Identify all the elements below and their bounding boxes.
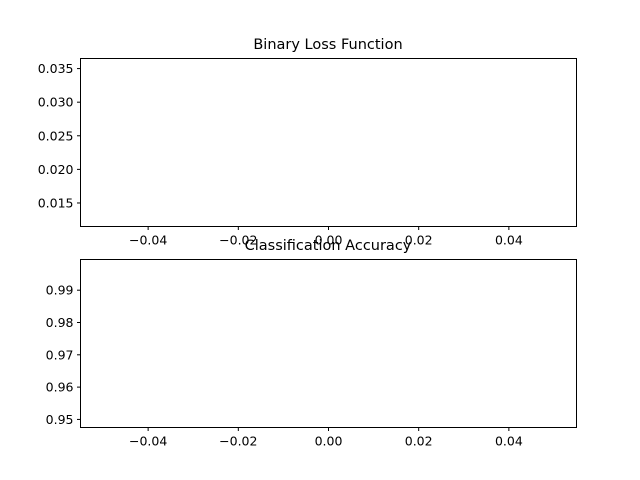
loss-x-tick-label: 0.02: [405, 233, 433, 248]
loss-y-tick-label: 0.030: [38, 95, 74, 110]
accuracy-x-tick-label: −0.04: [129, 434, 167, 449]
loss-x-tick-label: −0.04: [129, 233, 167, 248]
accuracy-ticks: −0.04 −0.02 0.00 0.02 0.04 0.95 0.96 0.97 0.98 0.…: [46, 283, 523, 449]
loss-subplot: Binary Loss Function −0.04 −0.02 0.00 0.02 0…: [38, 37, 577, 248]
accuracy-y-tick-label: 0.98: [46, 315, 74, 330]
accuracy-plot-area: [80, 259, 577, 428]
accuracy-subplot: −0.04 −0.02 0.00 0.02 0.04 0.95 0.96 0.97 0.98 0.…: [46, 238, 577, 449]
accuracy-title: Classification Accuracy: [245, 238, 412, 254]
loss-x-tick-label: 0.00: [315, 233, 343, 248]
accuracy-x-tick-label: 0.02: [405, 434, 433, 449]
loss-title: Binary Loss Function: [253, 37, 402, 53]
loss-y-tick-label: 0.020: [38, 162, 74, 177]
accuracy-x-tick-label: 0.00: [315, 434, 343, 449]
accuracy-y-tick-label: 0.95: [46, 412, 74, 427]
loss-y-tick-label: 0.015: [38, 195, 74, 210]
loss-x-tick-label: −0.02: [219, 233, 257, 248]
accuracy-y-tick-label: 0.96: [46, 380, 74, 395]
accuracy-x-tick-label: 0.04: [495, 434, 523, 449]
loss-x-tick-label: 0.04: [495, 233, 523, 248]
loss-ticks: −0.04 −0.02 0.00 0.02 0.04 0.015 0.020 0.025 0.0…: [38, 61, 523, 247]
accuracy-y-tick-label: 0.97: [46, 347, 74, 362]
loss-plot-area: [80, 58, 577, 227]
loss-y-tick-label: 0.035: [38, 61, 74, 76]
accuracy-x-tick-label: −0.02: [219, 434, 257, 449]
accuracy-y-tick-label: 0.99: [46, 283, 74, 298]
loss-y-tick-label: 0.025: [38, 128, 74, 143]
